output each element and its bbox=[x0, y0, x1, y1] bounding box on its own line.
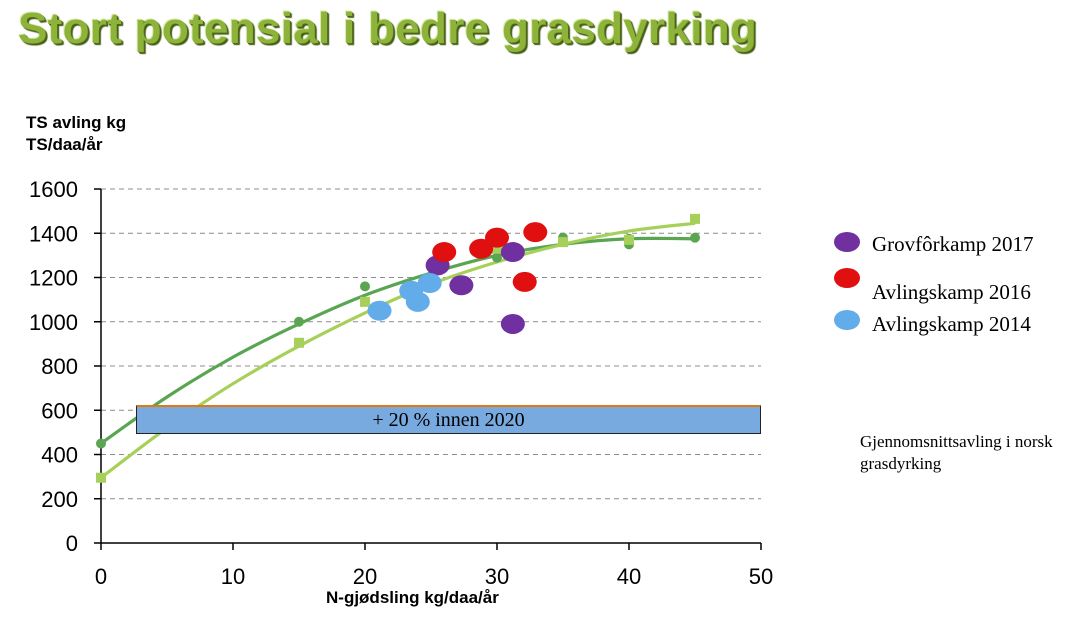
legend-label: Avlingskamp 2016 bbox=[872, 280, 1031, 304]
series-point-red bbox=[485, 227, 509, 248]
trend-point-square bbox=[294, 337, 304, 348]
y-tick-label: 1600 bbox=[29, 177, 78, 202]
y-tick-label: 200 bbox=[41, 487, 78, 512]
y-tick-label: 1400 bbox=[29, 221, 78, 246]
gridlines bbox=[101, 188, 761, 500]
trend-point-circle bbox=[294, 316, 304, 327]
y-tick-label: 1000 bbox=[29, 310, 78, 335]
average-yield-note: Gjennomsnittsavling i norsk grasdyrking bbox=[860, 432, 1053, 473]
slide-title: Stort potensial i bedre grasdyrking bbox=[18, 4, 758, 53]
trend-point-circle bbox=[492, 252, 502, 263]
x-tick-label: 0 bbox=[95, 564, 107, 589]
trend-curve-light-green bbox=[100, 221, 696, 480]
series-point-red bbox=[432, 242, 457, 263]
trend-point-square bbox=[492, 243, 502, 254]
series-point-blue bbox=[417, 273, 442, 294]
series-point-blue bbox=[367, 300, 392, 321]
target-annotation-box: + 20 % innen 2020 bbox=[136, 405, 761, 434]
legend-label: Avlingskamp 2014 bbox=[872, 312, 1031, 336]
trend-point-square bbox=[624, 234, 634, 245]
x-tick-label: 40 bbox=[617, 564, 641, 589]
trend-point-square bbox=[360, 296, 370, 307]
x-tick-label: 20 bbox=[353, 564, 377, 589]
y-tick-label: 0 bbox=[66, 531, 78, 556]
trend-point-circle bbox=[690, 232, 700, 243]
y-tick-label: 800 bbox=[41, 354, 78, 379]
y-tick-label: 400 bbox=[41, 443, 78, 468]
series-point-blue bbox=[405, 291, 430, 312]
y-tick-label: 1200 bbox=[29, 266, 78, 291]
y-tick-label: 600 bbox=[41, 398, 78, 423]
legend-marker-purple bbox=[834, 232, 860, 252]
trend-point-circle bbox=[360, 281, 370, 292]
series-points bbox=[367, 222, 548, 334]
y-axis-label: TS avling kg TS/daa/år bbox=[26, 112, 156, 156]
series-point-purple bbox=[500, 313, 525, 334]
legend-marker-blue bbox=[834, 310, 860, 330]
series-point-red bbox=[469, 238, 494, 259]
trend-point-circle bbox=[96, 438, 106, 449]
trend-markers bbox=[96, 213, 700, 483]
x-tick-label: 10 bbox=[221, 564, 245, 589]
legend-label: Grovfôrkamp 2017 bbox=[872, 232, 1034, 256]
trend-curve-dark-green bbox=[100, 236, 696, 445]
tick-labels: 0 200 400 600 800 1000 1200 1400 1600 0 10 20 30 40 50 bbox=[29, 177, 773, 589]
series-point-red bbox=[523, 222, 548, 243]
x-tick-label: 30 bbox=[485, 564, 509, 589]
y-axis-label-text: TS avling kg TS/daa/år bbox=[26, 113, 127, 154]
series-point-purple bbox=[500, 242, 525, 263]
series-point-red bbox=[512, 271, 537, 292]
trend-point-square bbox=[690, 213, 700, 224]
axes bbox=[94, 188, 762, 550]
series-point-purple bbox=[449, 275, 474, 296]
legend-marker-red bbox=[834, 268, 860, 288]
trend-point-square bbox=[558, 237, 568, 248]
trend-point-square bbox=[96, 472, 106, 483]
x-tick-label: 50 bbox=[749, 564, 773, 589]
trend-curves bbox=[100, 221, 696, 480]
x-axis-label: N-gjødsling kg/daa/år bbox=[326, 588, 499, 607]
